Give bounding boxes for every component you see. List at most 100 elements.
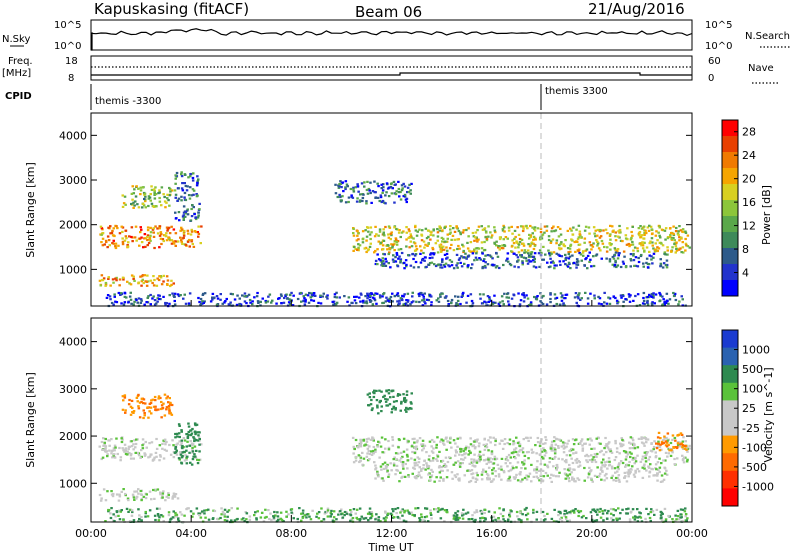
scatter-cell xyxy=(564,509,568,512)
scatter-cell xyxy=(110,301,114,305)
scatter-cell xyxy=(654,451,657,454)
scatter-cell xyxy=(371,303,375,306)
scatter-cell xyxy=(183,229,186,233)
scatter-cell xyxy=(196,231,199,234)
scatter-cell xyxy=(596,228,600,232)
scatter-cell xyxy=(236,507,239,510)
y-tick-label: 4000 xyxy=(59,336,87,349)
scatter-cell xyxy=(442,439,445,442)
scatter-cell xyxy=(371,190,375,193)
scatter-cell xyxy=(137,492,140,495)
scatter-cell xyxy=(198,450,201,453)
scatter-cell xyxy=(181,454,184,458)
scatter-cell xyxy=(359,460,362,463)
scatter-cell xyxy=(128,295,132,298)
scatter-cell xyxy=(558,517,562,521)
scatter-cell xyxy=(644,229,647,232)
scatter-cell xyxy=(189,434,193,437)
scatter-cell xyxy=(390,469,393,472)
scatter-cell xyxy=(344,186,347,189)
scatter-cell xyxy=(640,253,643,257)
scatter-cell xyxy=(636,467,639,471)
scatter-cell xyxy=(436,251,440,254)
scatter-cell xyxy=(371,452,375,455)
scatter-cell xyxy=(413,441,416,444)
scatter-cell xyxy=(445,476,449,479)
scatter-cell xyxy=(190,432,194,435)
scatter-cell xyxy=(559,227,562,230)
scatter-cell xyxy=(168,302,171,305)
scatter-cell xyxy=(106,453,109,456)
scatter-cell xyxy=(146,274,149,277)
scatter-cell xyxy=(527,259,531,262)
scatter-cell xyxy=(399,198,403,201)
scatter-cell xyxy=(203,292,207,295)
scatter-cell xyxy=(598,228,602,232)
scatter-cell xyxy=(604,445,607,448)
scatter-cell xyxy=(175,513,179,516)
scatter-cell xyxy=(430,301,433,304)
scatter-cell xyxy=(595,437,598,440)
scatter-cell xyxy=(120,302,123,305)
scatter-cell xyxy=(414,507,417,510)
scatter-cell xyxy=(255,518,258,521)
scatter-cell xyxy=(509,456,513,459)
scatter-cell xyxy=(168,443,171,447)
scatter-cell xyxy=(676,509,680,512)
scatter-cell xyxy=(361,300,365,303)
scatter-cell xyxy=(142,246,145,249)
scatter-cell xyxy=(608,460,611,463)
scatter-cell xyxy=(361,463,364,466)
scatter-cell xyxy=(154,193,158,196)
scatter-cell xyxy=(669,449,673,452)
scatter-cell xyxy=(108,449,111,452)
scatter-cell xyxy=(599,507,602,511)
scatter-cell xyxy=(608,302,612,305)
scatter-cell xyxy=(161,495,164,498)
scatter-cell xyxy=(454,454,457,457)
scatter-cell xyxy=(473,248,476,251)
scatter-cell xyxy=(568,463,571,467)
scatter-cell xyxy=(653,302,656,305)
scatter-cell xyxy=(122,488,125,491)
scatter-cell xyxy=(652,252,656,255)
scatter-cell xyxy=(664,238,667,241)
scatter-cell xyxy=(542,258,545,261)
scatter-cell xyxy=(528,254,531,257)
scatter-cell xyxy=(381,463,385,466)
scatter-cell xyxy=(606,232,609,235)
scatter-cell xyxy=(247,293,251,296)
scatter-cell xyxy=(290,291,293,294)
scatter-cell xyxy=(182,205,186,208)
scatter-cell xyxy=(426,298,429,301)
scatter-cell xyxy=(616,248,620,251)
scatter-cell xyxy=(563,472,567,475)
scatter-cell xyxy=(195,449,198,452)
scatter-cell xyxy=(174,196,177,199)
scatter-cell xyxy=(195,423,199,426)
scatter-cell xyxy=(647,513,650,516)
scatter-cell xyxy=(143,454,147,457)
scatter-cell xyxy=(395,240,399,244)
freq-label: Freq. xyxy=(8,56,33,67)
scatter-cell xyxy=(384,300,387,303)
scatter-cell xyxy=(454,517,458,520)
scatter-cell xyxy=(369,403,373,406)
scatter-cell xyxy=(628,470,631,473)
scatter-cell xyxy=(434,508,438,511)
scatter-cell xyxy=(395,464,399,467)
scatter-cell xyxy=(145,446,148,449)
scatter-cell xyxy=(471,231,475,235)
scatter-cell xyxy=(158,507,162,510)
scatter-cell xyxy=(192,189,196,192)
scatter-cell xyxy=(176,199,179,202)
scatter-cell xyxy=(667,302,670,305)
scatter-cell xyxy=(476,438,479,441)
scatter-cell xyxy=(133,490,136,493)
scatter-cell xyxy=(437,507,440,510)
scatter-cell xyxy=(633,462,636,465)
x-tick-label: 16:00 xyxy=(476,527,508,540)
scatter-cell xyxy=(444,437,448,440)
scatter-cell xyxy=(199,242,202,245)
scatter-cell xyxy=(461,517,465,520)
